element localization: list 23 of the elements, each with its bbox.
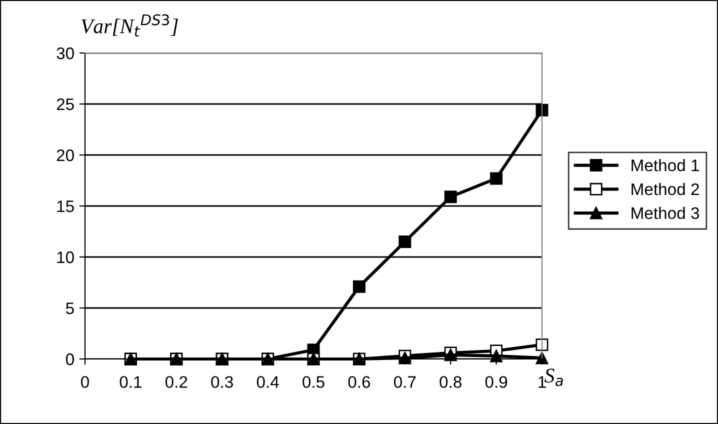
y-tick-label: 30 — [56, 47, 74, 60]
y-tick-label: 15 — [57, 200, 74, 212]
x-tick-label: 0.9 — [485, 376, 508, 388]
y-tick-label: 25 — [56, 98, 74, 110]
y-axis-title: Var[N$_{t}$$^{DS3}$] — [82, 14, 178, 37]
x-tick-label: 0.5 — [302, 376, 324, 388]
y-tick-label: 5 — [66, 302, 74, 314]
x-tick-label: 0.4 — [256, 376, 279, 388]
x-axis-title: S$_{a}$ — [544, 368, 563, 386]
y-tick-label: 0 — [66, 353, 74, 366]
y-tick-label: 20 — [56, 149, 74, 162]
x-tick-label: 0.3 — [211, 376, 233, 388]
x-tick-label: 0.1 — [120, 376, 142, 388]
x-tick-label: 0.2 — [165, 376, 188, 388]
legend-label: Method 3 — [632, 206, 700, 220]
x-tick-label: 1 — [538, 376, 546, 388]
y-tick-label: 10 — [57, 251, 74, 264]
x-tick-label: 0.7 — [394, 376, 416, 388]
x-tick-label: 0 — [81, 376, 89, 388]
x-tick-label: 0.8 — [440, 376, 462, 388]
legend-label: Method 1 — [632, 159, 699, 172]
x-tick-label: 0.6 — [348, 376, 370, 388]
legend-label: Method 2 — [632, 182, 699, 196]
